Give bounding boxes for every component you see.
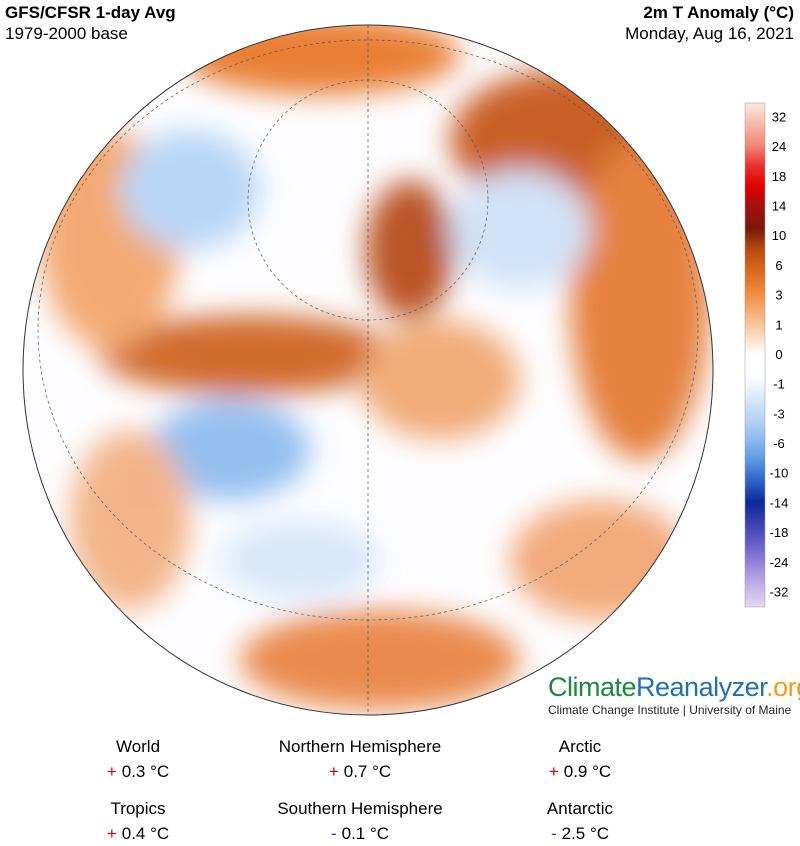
stat-sign: +: [106, 762, 117, 781]
stat-value-row: +0.4 °C: [18, 824, 258, 844]
stat-sign: -: [330, 824, 337, 843]
colorbar-label: 6: [775, 258, 782, 273]
colorbar-label: 14: [772, 199, 786, 214]
stat-value-row: +0.7 °C: [240, 762, 480, 782]
institution: Climate Change Institute | University of…: [548, 703, 792, 717]
brand-part: Reanalyzer: [636, 672, 767, 702]
stat-region: World: [115, 737, 161, 756]
colorbar-label: 1: [775, 317, 782, 332]
stat-value-row: -0.1 °C: [240, 824, 480, 844]
stat-sign: +: [548, 762, 559, 781]
brand: ClimateReanalyzer.org: [548, 672, 800, 703]
globe: [37, 25, 710, 715]
stat-sign: +: [106, 824, 117, 843]
colorbar-label: 3: [775, 288, 782, 303]
colorbar-label: 0: [775, 347, 782, 362]
stat-region: Antarctic: [546, 799, 614, 818]
stat-value: 0.3 °C: [121, 762, 170, 781]
colorbar-label: -14: [770, 495, 789, 510]
colorbar-label: -32: [770, 584, 789, 599]
brand-part: Climate: [548, 672, 637, 702]
stat-sign: +: [328, 762, 339, 781]
brand-part: .org: [766, 672, 800, 702]
stat-region: Tropics: [110, 799, 166, 818]
colorbar-label: 10: [772, 228, 786, 243]
colorbar-label: -24: [770, 555, 789, 570]
colorbar-label: -6: [773, 436, 785, 451]
colorbar-label: 32: [772, 109, 786, 124]
stat-sign: -: [550, 824, 557, 843]
stat-value: 0.7 °C: [343, 762, 392, 781]
stat-value-row: +0.9 °C: [460, 762, 700, 782]
subtitle: 1979-2000 base: [5, 24, 128, 43]
variable: 2m T Anomaly (°C): [643, 3, 794, 22]
colorbar-label: -3: [773, 406, 785, 421]
colorbar-label: 18: [772, 169, 786, 184]
stat-value: 0.4 °C: [121, 824, 170, 843]
stat-region: Northern Hemisphere: [278, 737, 442, 756]
stat-value: 0.1 °C: [341, 824, 390, 843]
stat-value-row: +0.3 °C: [18, 762, 258, 782]
stat-value: 2.5 °C: [561, 824, 610, 843]
stat-value: 0.9 °C: [563, 762, 612, 781]
stat: Tropics +0.4 °C: [18, 799, 258, 844]
colorbar: [744, 102, 766, 608]
stat-region: Southern Hemisphere: [277, 799, 443, 818]
stat: World +0.3 °C: [18, 737, 258, 782]
stat: Arctic +0.9 °C: [460, 737, 700, 782]
stat-value-row: -2.5 °C: [460, 824, 700, 844]
colorbar-label: 24: [772, 139, 786, 154]
stat: Northern Hemisphere +0.7 °C: [240, 737, 480, 782]
stat-region: Arctic: [558, 737, 602, 756]
stat: Southern Hemisphere -0.1 °C: [240, 799, 480, 844]
colorbar-label: -10: [770, 466, 789, 481]
date: Monday, Aug 16, 2021: [625, 24, 794, 43]
title: GFS/CFSR 1-day Avg: [5, 3, 176, 22]
stat: Antarctic -2.5 °C: [460, 799, 700, 844]
colorbar-label: -1: [773, 377, 785, 392]
colorbar-label: -18: [770, 525, 789, 540]
